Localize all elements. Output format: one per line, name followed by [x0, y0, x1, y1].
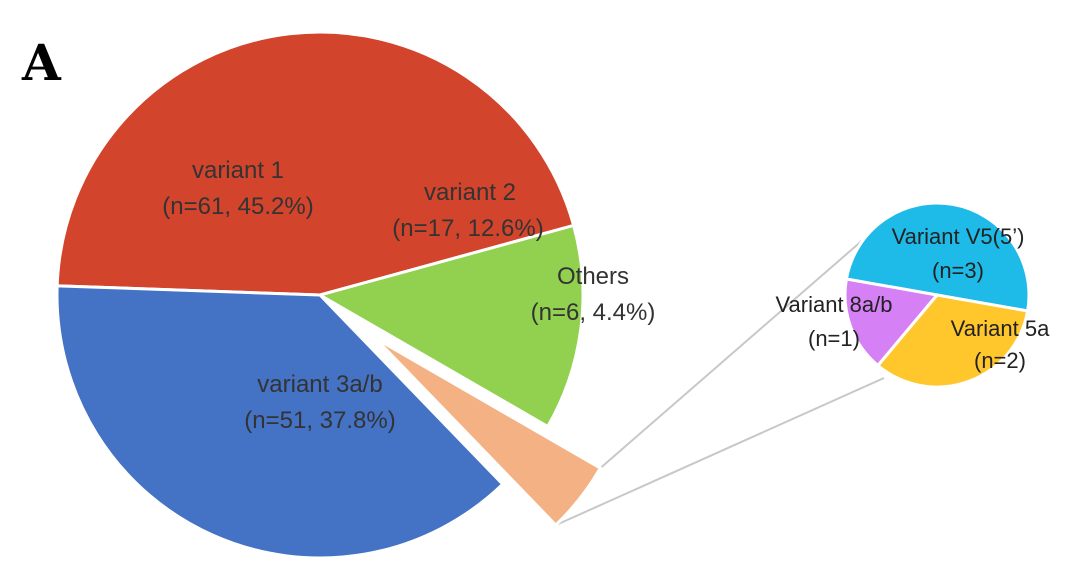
pie-slice-variant-1: [55, 30, 576, 297]
slice-detail-variant-8ab: (n=1): [808, 326, 860, 351]
pie-slice-variant-5a: [875, 293, 1030, 389]
sub-pie-labels: Variant V5(5’) (n=3) Variant 5a (n=2) Va…: [775, 224, 1050, 373]
slice-detail-variant-5a: (n=2): [974, 348, 1026, 373]
slice-detail-others: (n=6, 4.4%): [531, 299, 656, 326]
others-breakdown-pie: [843, 202, 1031, 389]
main-pie-labels: variant 1 (n=61, 45.2%) variant 2 (n=17,…: [162, 157, 655, 434]
slice-label-variant-8ab: Variant 8a/b: [775, 292, 892, 317]
main-pie: [55, 30, 603, 560]
explode-connector-lines: [555, 211, 896, 527]
slice-detail-variant-v5: (n=3): [932, 258, 984, 283]
slice-label-variant-1: variant 1: [192, 157, 284, 184]
slice-label-variant-3ab: variant 3a/b: [257, 371, 382, 398]
pie-slice-variant-2: [316, 223, 585, 429]
slice-detail-variant-2: (n=17, 12.6%): [392, 215, 543, 242]
slice-label-variant-5a: Variant 5a: [951, 316, 1050, 341]
slice-detail-variant-3ab: (n=51, 37.8%): [244, 407, 395, 434]
slice-label-others: Others: [557, 263, 629, 290]
slice-label-variant-2: variant 2: [424, 179, 516, 206]
slice-detail-variant-1: (n=61, 45.2%): [162, 193, 313, 220]
pie-slice-variant-v5-5: [844, 202, 1031, 313]
pie-slice-others: [374, 336, 603, 528]
panel-label: A: [21, 33, 62, 92]
connector-line-top: [599, 211, 896, 469]
connector-line-bottom: [555, 377, 885, 527]
pie-slice-variant-8a-b: [843, 277, 940, 368]
pie-slice-variant-3a-b: [55, 284, 505, 560]
slice-label-variant-v5: Variant V5(5’): [892, 224, 1025, 249]
